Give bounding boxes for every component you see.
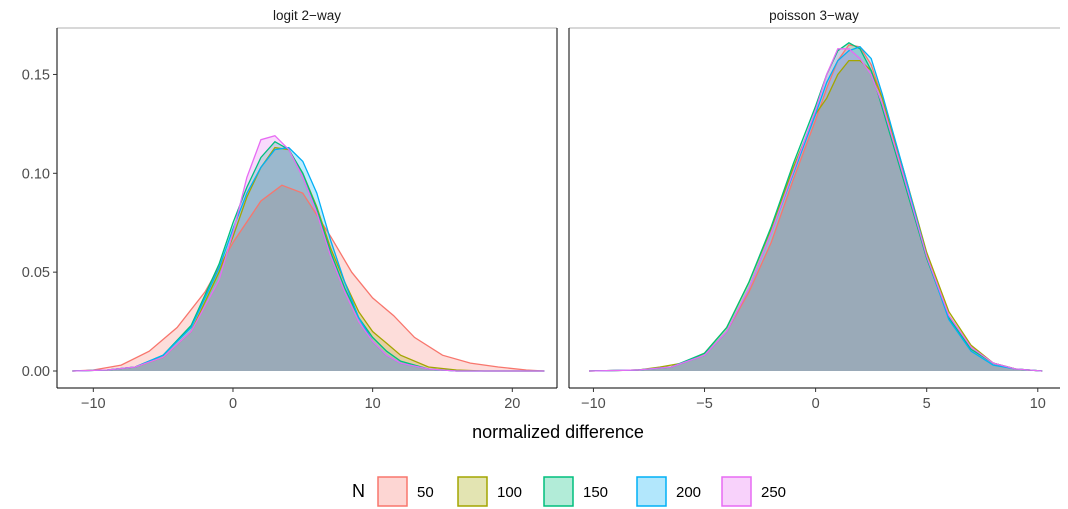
legend-title: N bbox=[352, 481, 365, 501]
x-tick-label: 0 bbox=[229, 396, 237, 412]
panel-title: poisson 3−way bbox=[769, 8, 859, 23]
legend: N 50 100 150 200 250 bbox=[352, 476, 786, 507]
x-tick-label: −10 bbox=[581, 396, 606, 412]
panel-logit-2-way: logit 2−way 0.00 0.05 0.10 0.15 −10 0 10 20 bbox=[22, 4, 558, 412]
x-tick-label: 10 bbox=[365, 396, 381, 412]
x-tick-label: 0 bbox=[812, 396, 820, 412]
legend-key-n-50 bbox=[377, 476, 408, 507]
x-axis-title: normalized difference bbox=[472, 422, 644, 442]
legend-label-n-100: 100 bbox=[497, 484, 522, 501]
density-line-n-150 bbox=[588, 42, 1043, 372]
density-overlap-area bbox=[57, 185, 557, 371]
x-tick-label: −10 bbox=[81, 396, 106, 412]
density-line-n-50 bbox=[72, 184, 545, 372]
strip-background bbox=[57, 4, 557, 28]
x-tick-label: 10 bbox=[1030, 396, 1046, 412]
y-tick-label: 0.05 bbox=[22, 265, 50, 281]
panel-title: logit 2−way bbox=[273, 8, 341, 23]
density-line-n-250 bbox=[588, 48, 1043, 372]
x-axis-ticks: −10 0 10 20 bbox=[81, 388, 520, 412]
legend-label-n-50: 50 bbox=[417, 484, 434, 501]
x-tick-label: 20 bbox=[504, 396, 520, 412]
x-axis-ticks: −10 −5 0 5 10 bbox=[581, 388, 1046, 412]
legend-key-n-250 bbox=[721, 476, 752, 507]
plot-area bbox=[569, 42, 1060, 372]
density-line-n-150 bbox=[72, 140, 545, 372]
x-tick-label: 5 bbox=[923, 396, 931, 412]
legend-label-n-200: 200 bbox=[676, 484, 701, 501]
density-overlap-area bbox=[569, 60, 1060, 371]
legend-key-n-200 bbox=[636, 476, 667, 507]
density-line-n-250 bbox=[72, 134, 545, 372]
legend-label-n-150: 150 bbox=[583, 484, 608, 501]
y-tick-label: 0.00 bbox=[22, 364, 50, 380]
x-tick-label: −5 bbox=[696, 396, 713, 412]
legend-label-n-250: 250 bbox=[761, 484, 786, 501]
legend-key-n-150 bbox=[543, 476, 574, 507]
y-axis-ticks: 0.00 0.05 0.10 0.15 bbox=[22, 67, 57, 380]
strip-background bbox=[569, 4, 1060, 28]
panel-poisson-3-way: poisson 3−way −10 −5 0 5 10 bbox=[568, 4, 1060, 412]
legend-key-n-100 bbox=[457, 476, 488, 507]
y-tick-label: 0.10 bbox=[22, 166, 50, 182]
y-tick-label: 0.15 bbox=[22, 67, 50, 83]
plot-area bbox=[57, 134, 557, 372]
